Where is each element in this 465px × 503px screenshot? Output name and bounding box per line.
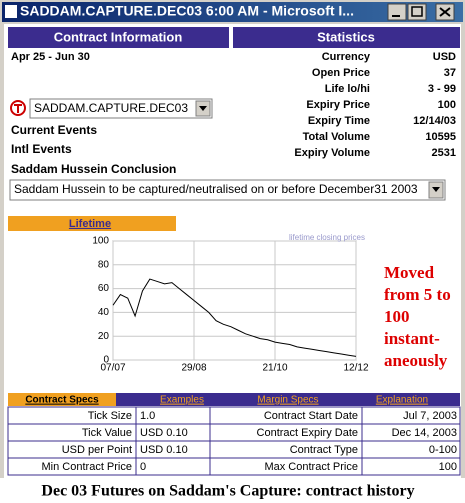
annotation: 100 [384,307,410,326]
stat-value: 12/14/03 [413,115,456,127]
spec-label: Min Contract Price [42,461,132,473]
select-value[interactable]: Saddam Hussein to be captured/neutralise… [14,182,418,196]
window-buttons[interactable] [387,3,455,21]
legend-entry: lifetime closing prices [289,233,365,242]
y-tick-label: 100 [92,236,109,247]
table-cell [135,457,211,476]
y-tick-label: 20 [98,331,110,342]
window-title: SADDAM.CAPTURE.DEC03 6:00 AM - Microsoft… [20,3,354,19]
spec-label: Max Contract Price [264,461,358,473]
stat-value: 100 [438,99,456,111]
chart-tab [8,216,176,231]
spec-label: Tick Value [82,427,132,439]
price-line [112,278,357,357]
x-tick-label: 29/08 [181,363,206,374]
spec-label: Contract Type [290,444,358,456]
contract-select[interactable]: SADDAM.CAPTURE.DEC03 [29,98,213,119]
section-header: Statistics [317,29,375,44]
spec-value: Dec 14, 2003 [392,427,457,439]
stat-label: Expiry Price [306,99,370,111]
x-tick-label: 07/07 [100,363,125,374]
y-tick-label: 60 [98,283,110,294]
tab[interactable]: Explanation [376,395,428,406]
y-tick-label: 40 [98,307,110,318]
header-bar [233,27,460,48]
caption: Dec 03 Futures on Saddam's Capture: cont… [41,483,414,500]
plot-area [112,240,357,361]
app-icon [5,5,17,18]
spec-value: 100 [439,461,457,473]
spec-value: 0 [140,461,146,473]
link[interactable]: Intl Events [11,142,72,156]
header-bar [8,27,229,48]
link[interactable]: Current Events [11,123,97,137]
stat-label: Expiry Volume [294,147,370,159]
tab[interactable]: Margin Specs [257,395,318,406]
stat-label: Life lo/hi [325,83,370,95]
spec-label: Tick Size [88,410,132,422]
tab[interactable]: Contract Specs [25,395,99,406]
spec-label: Contract Start Date [264,410,358,422]
stat-value: 10595 [425,131,456,143]
stat-label: Currency [322,51,371,63]
tab-label[interactable]: Lifetime [69,218,111,230]
active-tab [8,393,116,406]
title-bar [2,2,463,22]
y-tick-label: 80 [98,259,110,270]
date-range: Apr 25 - Jun 30 [11,51,90,63]
minimize[interactable] [387,3,407,21]
x-tick-label: 12/12 [343,363,368,374]
spec-value: 0-100 [429,444,457,456]
table-cell [361,457,461,476]
annotation: from 5 to [384,285,451,304]
stat-label: Open Price [312,67,370,79]
x-tick-label: 21/10 [262,363,287,374]
select-value[interactable]: SADDAM.CAPTURE.DEC03 [34,101,188,115]
stat-label: Total Volume [303,131,370,143]
annotation: Moved [384,263,435,282]
spec-value: USD 0.10 [140,427,188,439]
spec-value: Jul 7, 2003 [403,410,457,422]
y-tick-label: 0 [103,355,109,366]
conclusion-select[interactable]: Saddam Hussein to be captured/neutralise… [9,179,446,201]
spec-value: USD 0.10 [140,444,188,456]
tab[interactable]: Examples [160,395,204,406]
spec-label: Contract Expiry Date [257,427,358,439]
stat-value: 37 [444,67,456,79]
spec-value: 1.0 [140,410,155,422]
stat-value: 2531 [432,147,456,159]
annotation: aneously [384,351,448,370]
section-header: Contract Information [54,29,183,44]
link[interactable]: Saddam Hussein Conclusion [11,162,176,176]
stat-value: USD [433,51,456,63]
stat-label: Expiry Time [308,115,370,127]
tab-bar [8,393,460,406]
stat-value: 3 - 99 [428,83,456,95]
spec-label: USD per Point [62,444,132,456]
annotation: instant- [384,329,440,348]
